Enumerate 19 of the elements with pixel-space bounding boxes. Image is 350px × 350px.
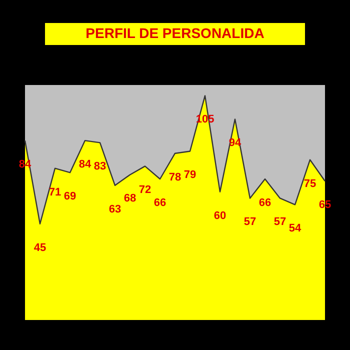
data-label: 65 [318,199,332,212]
data-label: 60 [214,210,226,222]
data-label: 72 [138,184,152,196]
data-label: 63 [108,203,122,216]
data-label: 57 [274,216,286,228]
data-label: 54 [288,222,302,235]
data-label: 84 [78,158,92,171]
data-label: 71 [48,186,62,198]
data-label: 57 [244,216,256,228]
data-label: 69 [64,190,76,203]
data-label: 66 [258,197,272,209]
chart-title: PERFIL DE PERSONALIDA [86,25,264,41]
data-label: 45 [34,242,46,254]
data-label: 75 [304,178,316,190]
data-label: 66 [154,197,166,209]
data-label: 79 [184,169,196,182]
data-label: 78 [168,171,182,184]
data-label: 83 [94,160,106,173]
data-label: 68 [124,192,136,205]
